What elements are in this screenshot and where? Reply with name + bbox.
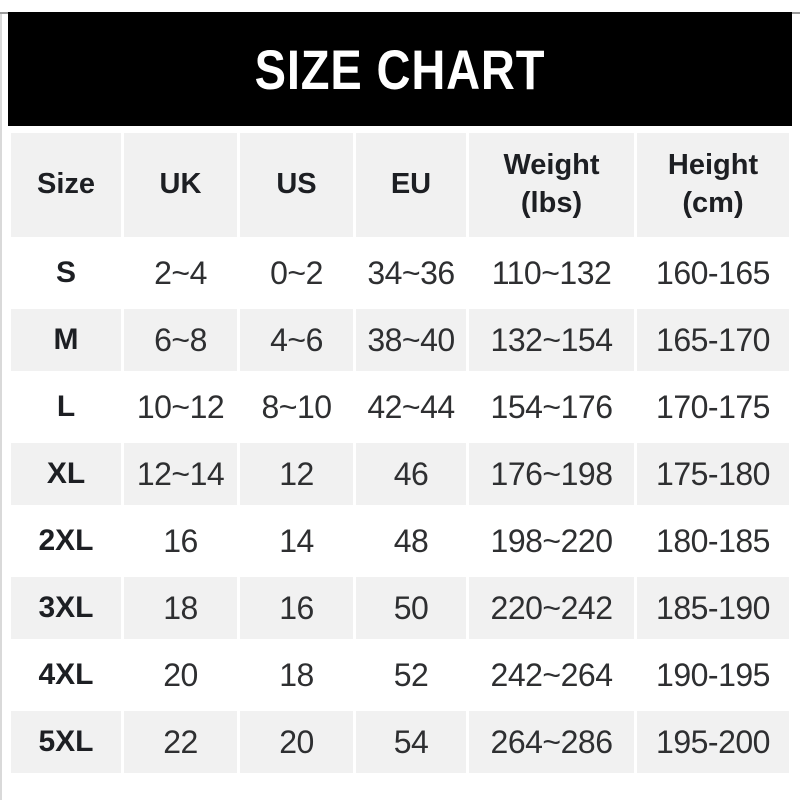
table-cell: 6~8 bbox=[124, 309, 237, 371]
table-cell: 54 bbox=[356, 711, 466, 773]
table-cell: 0~2 bbox=[270, 254, 323, 291]
table-cell: 16 bbox=[163, 522, 198, 559]
row-2xl: 2XL 16 14 48 198~220 180-185 bbox=[11, 510, 789, 572]
row-3xl: 3XL 18 16 50 220~242 185-190 bbox=[11, 577, 789, 639]
col-header-uk: UK bbox=[124, 133, 237, 237]
table-cell: 34~36 bbox=[367, 254, 455, 291]
table-cell: 264~286 bbox=[469, 711, 634, 773]
table-cell: 48 bbox=[393, 522, 429, 559]
size-chart-table: Size UK US EU Weight (lbs) Height (cm) S… bbox=[8, 128, 792, 778]
size-label: 2XL bbox=[38, 524, 94, 557]
table-cell: 2~4 bbox=[154, 254, 207, 291]
row-m: M 6~8 4~6 38~40 132~154 165-170 bbox=[11, 309, 789, 371]
row-5xl: 5XL 22 20 54 264~286 195-200 bbox=[11, 711, 789, 773]
table-cell: 180-185 bbox=[656, 522, 770, 559]
table-cell: 154~176 bbox=[490, 388, 613, 425]
table-cell: 52 bbox=[393, 656, 429, 693]
row-4xl: 4XL 20 18 52 242~264 190-195 bbox=[11, 644, 789, 706]
table-cell: 160-165 bbox=[656, 254, 770, 291]
table-cell: 165-170 bbox=[637, 309, 789, 371]
col-header-size: Size bbox=[11, 133, 121, 237]
table-cell: 132~154 bbox=[469, 309, 634, 371]
table-cell: 22 bbox=[124, 711, 237, 773]
table-cell: 190-195 bbox=[656, 656, 770, 693]
size-label: M bbox=[11, 309, 121, 371]
header-row: Size UK US EU Weight (lbs) Height (cm) bbox=[11, 133, 789, 237]
size-label: 5XL bbox=[11, 711, 121, 773]
table-cell: 176~198 bbox=[469, 443, 634, 505]
table-cell: 18 bbox=[279, 656, 314, 693]
row-l: L 10~12 8~10 42~44 154~176 170-175 bbox=[11, 376, 789, 438]
table-cell: 42~44 bbox=[367, 388, 455, 425]
table-cell: 16 bbox=[240, 577, 353, 639]
table-cell: 12~14 bbox=[124, 443, 237, 505]
table-cell: 12 bbox=[240, 443, 353, 505]
size-label: S bbox=[55, 256, 76, 289]
table-cell: 175-180 bbox=[637, 443, 789, 505]
col-header-us: US bbox=[240, 133, 353, 237]
table-cell: 38~40 bbox=[356, 309, 466, 371]
table-cell: 4~6 bbox=[240, 309, 353, 371]
row-s: S 2~4 0~2 34~36 110~132 160-165 bbox=[11, 242, 789, 304]
table-cell: 18 bbox=[124, 577, 237, 639]
table-cell: 50 bbox=[356, 577, 466, 639]
col-header-height: Height (cm) bbox=[637, 133, 789, 237]
table-cell: 20 bbox=[240, 711, 353, 773]
table-cell: 198~220 bbox=[490, 522, 613, 559]
table-cell: 110~132 bbox=[491, 254, 612, 291]
size-chart-banner: SIZE CHART bbox=[8, 12, 792, 126]
size-chart-title: SIZE CHART bbox=[254, 37, 546, 101]
size-label: 4XL bbox=[38, 658, 94, 691]
table-cell: 242~264 bbox=[490, 656, 613, 693]
table-cell: 185-190 bbox=[637, 577, 789, 639]
table-cell: 195-200 bbox=[637, 711, 789, 773]
table-cell: 8~10 bbox=[261, 388, 332, 425]
col-header-weight: Weight (lbs) bbox=[469, 133, 634, 237]
row-xl: XL 12~14 12 46 176~198 175-180 bbox=[11, 443, 789, 505]
size-label: XL bbox=[11, 443, 121, 505]
table-cell: 46 bbox=[356, 443, 466, 505]
table-cell: 220~242 bbox=[469, 577, 634, 639]
table-cell: 14 bbox=[279, 522, 314, 559]
table-cell: 20 bbox=[163, 656, 198, 693]
table-cell: 10~12 bbox=[136, 388, 225, 425]
size-label: L bbox=[56, 390, 76, 423]
table-cell: 170-175 bbox=[656, 388, 770, 425]
size-label: 3XL bbox=[11, 577, 121, 639]
col-header-eu: EU bbox=[356, 133, 466, 237]
